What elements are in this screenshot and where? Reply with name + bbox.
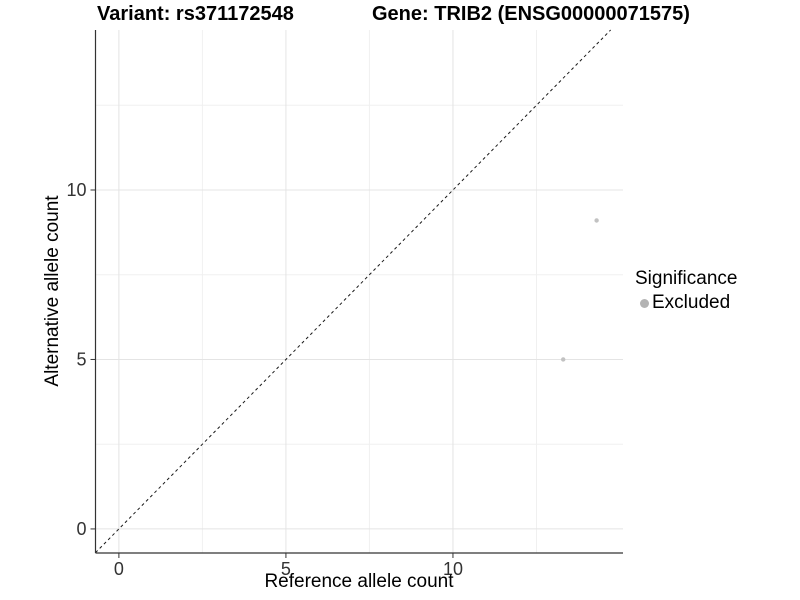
data-point [594, 218, 599, 223]
data-point [561, 357, 566, 362]
plot-title-gene: Gene: TRIB2 (ENSG00000071575) [372, 3, 690, 25]
x-tick-label: 5 [281, 559, 291, 579]
x-axis-label: Reference allele count [264, 571, 454, 592]
y-axis-label: Alternative allele count [42, 195, 63, 387]
legend-item-label: Excluded [652, 292, 731, 313]
plot-title-variant: Variant: rs371172548 [97, 3, 294, 25]
legend-title: Significance [635, 268, 738, 289]
x-tick-label: 10 [443, 559, 463, 579]
y-tick-label: 0 [76, 519, 86, 539]
y-tick-label: 10 [66, 180, 86, 200]
y-tick-label: 5 [76, 349, 86, 369]
legend-item-excluded: Excluded [635, 292, 737, 314]
legend-point-icon [640, 298, 649, 308]
identity-line [95, 29, 611, 554]
x-tick-label: 0 [114, 559, 124, 579]
legend: Significance Excluded [635, 268, 737, 314]
